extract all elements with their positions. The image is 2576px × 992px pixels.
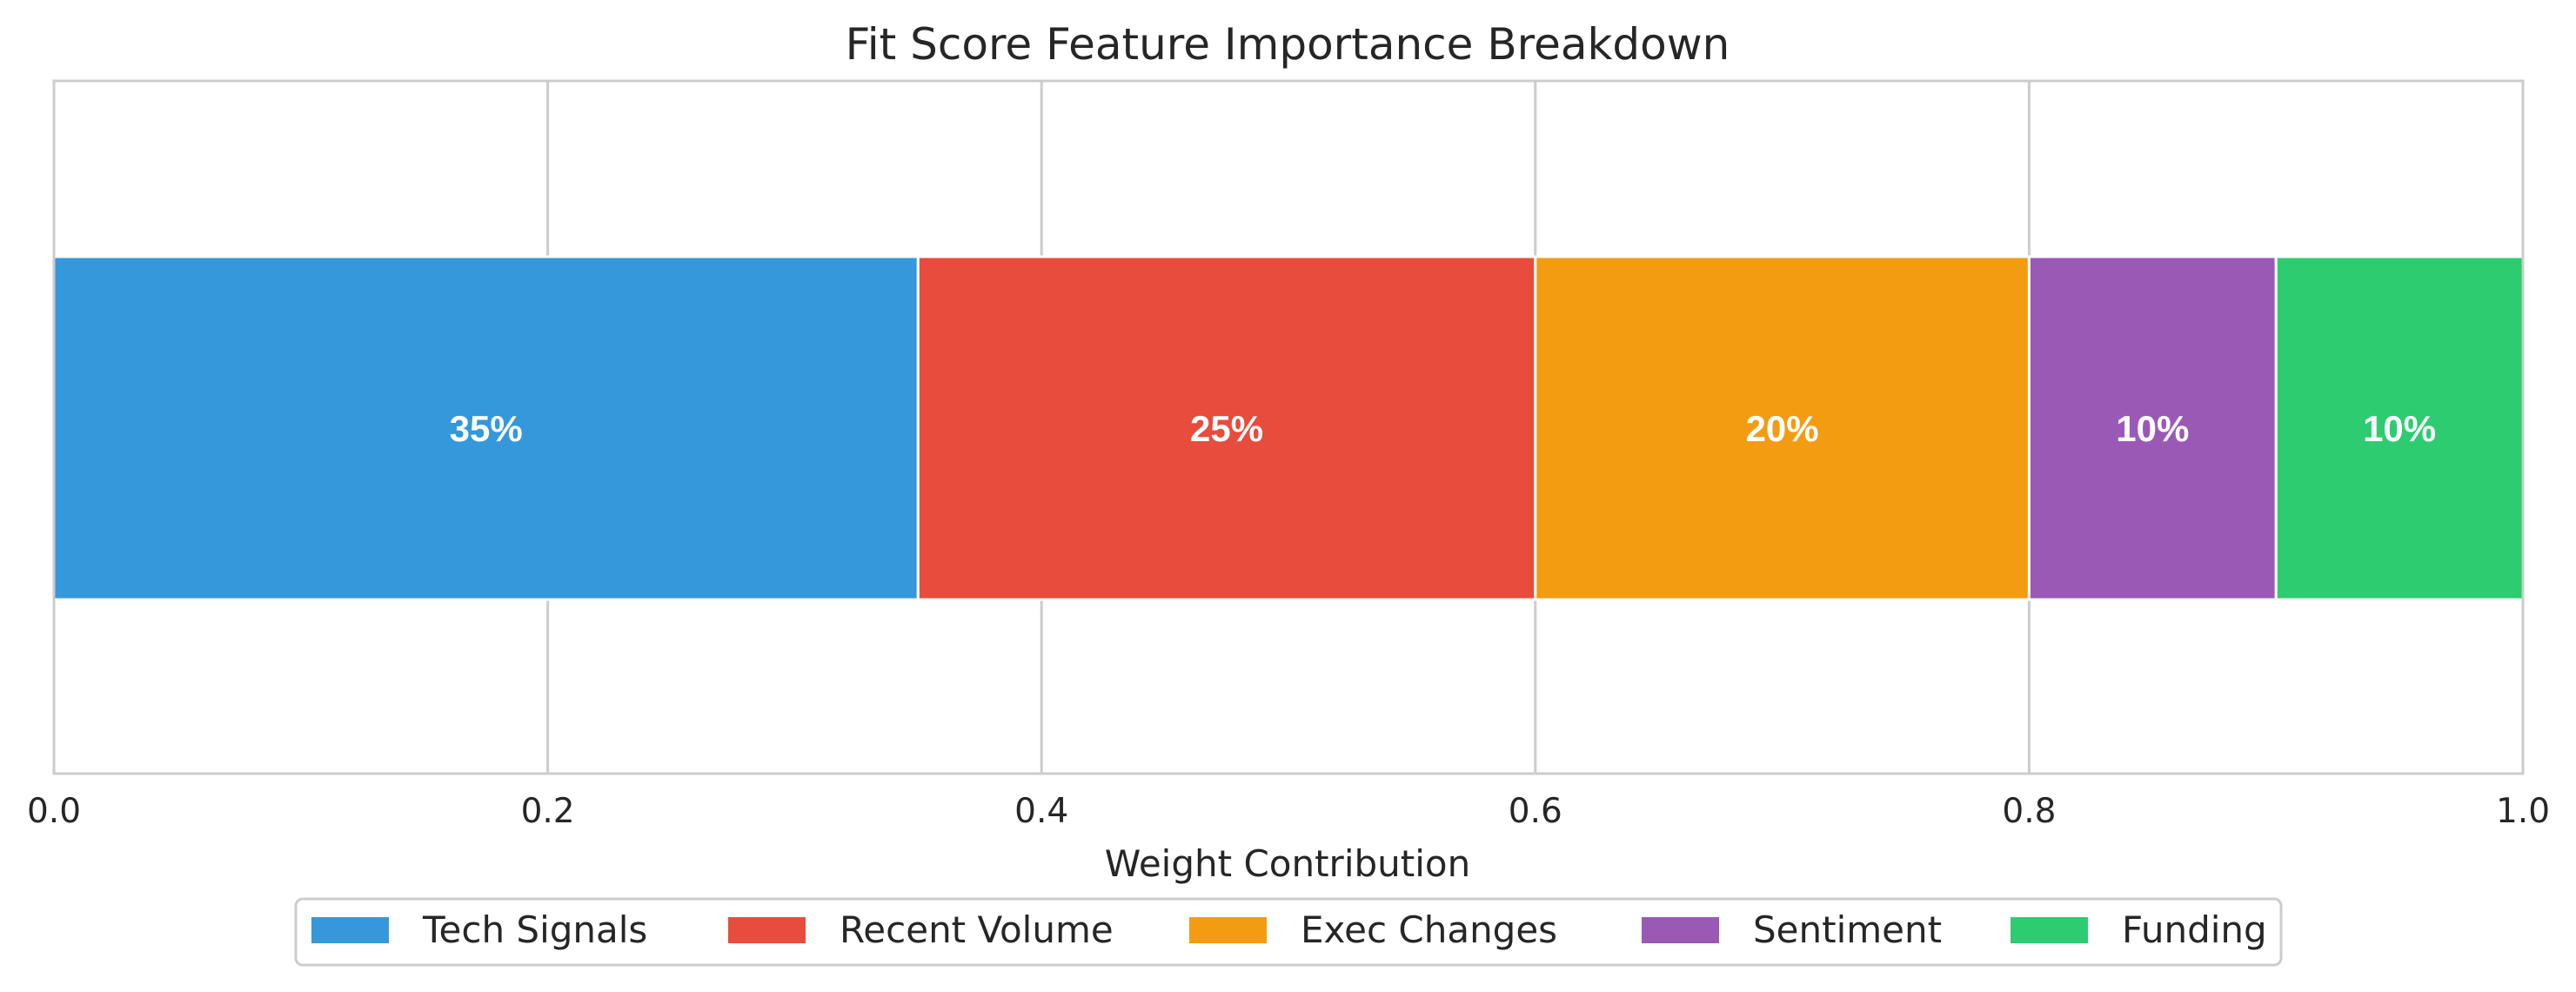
bar-value-label: 10% [2116, 408, 2189, 449]
bar-labels: 35% 25% 20% 10% 10% [450, 408, 2437, 449]
legend-item-funding: Funding [2011, 908, 2267, 951]
legend-label: Tech Signals [422, 908, 647, 951]
bar-value-label: 25% [1190, 408, 1263, 449]
legend-swatch [311, 917, 389, 943]
legend-swatch [1189, 917, 1267, 943]
bar-value-label: 35% [450, 408, 523, 449]
legend-item-exec-changes: Exec Changes [1189, 908, 1557, 951]
x-tick-label: 0.2 [521, 792, 575, 831]
legend-label: Funding [2122, 908, 2267, 951]
legend-label: Exec Changes [1301, 908, 1557, 951]
legend: Tech Signals Recent Volume Exec Changes Sen… [294, 897, 2283, 967]
bar-value-label: 20% [1746, 408, 1819, 449]
legend-swatch [728, 917, 806, 943]
bar-segment-sentiment [2027, 255, 2278, 601]
bar-segment-tech-signals [52, 255, 920, 601]
bar-segment-funding [2274, 255, 2525, 601]
legend-item-recent-volume: Recent Volume [728, 908, 1114, 951]
x-tick-label: 0.6 [1509, 792, 1562, 831]
x-tick-label: 1.0 [2496, 792, 2550, 831]
bar-value-label: 10% [2363, 408, 2436, 449]
x-axis-ticks: 0.0 0.2 0.4 0.6 0.8 1.0 [27, 792, 2550, 831]
bar-segment-exec-changes [1534, 255, 2031, 601]
legend-label: Sentiment [1753, 908, 1942, 951]
x-tick-label: 0.8 [2002, 792, 2056, 831]
chart-title: Fit Score Feature Importance Breakdown [846, 19, 1730, 70]
legend-item-sentiment: Sentiment [1642, 908, 1942, 951]
legend-swatch [2011, 917, 2088, 943]
legend-item-tech-signals: Tech Signals [311, 908, 647, 951]
legend-frame [294, 897, 2283, 967]
x-tick-label: 0.4 [1014, 792, 1068, 831]
x-tick-label: 0.0 [27, 792, 81, 831]
plot-frame [52, 79, 2525, 775]
stacked-bar [52, 255, 2525, 601]
legend-swatch [1642, 917, 1719, 943]
x-axis-title: Weight Contribution [1105, 842, 1470, 885]
legend-label: Recent Volume [840, 908, 1114, 951]
